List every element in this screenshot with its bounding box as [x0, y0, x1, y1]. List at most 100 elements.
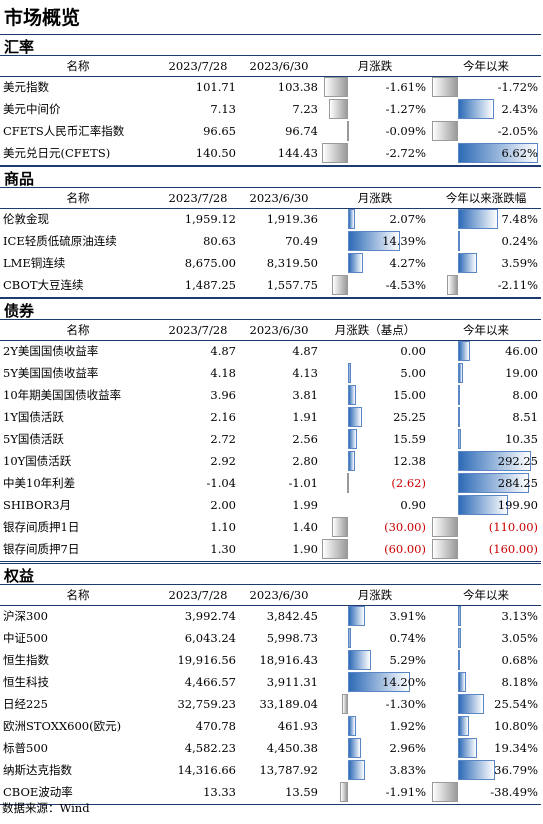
- prior-value: 144.43: [277, 146, 318, 160]
- month-change-cell: -1.27%: [322, 99, 428, 119]
- ytd-change-cell: (110.00): [432, 517, 540, 537]
- current-value: 1,487.25: [184, 278, 236, 292]
- ytd-change-cell: 3.05%: [432, 628, 540, 648]
- month-change-cell: 3.83%: [322, 760, 428, 780]
- ytd-change-cell: -1.72%: [432, 77, 540, 97]
- prior-date-header: 2023/6/30: [249, 191, 309, 205]
- current-date-header: 2023/7/28: [168, 588, 228, 602]
- month-change-cell: (60.00): [322, 539, 428, 559]
- month-change-cell: -0.09%: [322, 121, 428, 141]
- table-row: 中证500 6,043.24 5,998.73 0.74% 3.05%: [0, 628, 541, 648]
- name-column-header: 名称: [66, 323, 90, 337]
- table-row: 1Y国债活跃 2.16 1.91 25.25 8.51: [0, 407, 541, 427]
- month-change-cell: (30.00): [322, 517, 428, 537]
- month-change-bar: [348, 209, 356, 229]
- ytd-change-cell: -38.49%: [432, 782, 540, 802]
- ytd-change-cell: 36.79%: [432, 760, 540, 780]
- table-row: 2Y美国国债收益率 4.87 4.87 0.00 46.00: [0, 341, 541, 361]
- row-name: 恒生科技: [3, 675, 49, 689]
- ytd-change-cell: 10.35: [432, 429, 540, 449]
- row-name: 纳斯达克指数: [3, 763, 72, 777]
- table-row: 欧洲STOXX600(欧元) 470.78 461.93 1.92% 10.80%: [0, 716, 541, 736]
- table-row: 恒生指数 19,916.56 18,916.43 5.29% 0.68%: [0, 650, 541, 670]
- current-value: 140.50: [195, 146, 236, 160]
- row-name: 1Y国债活跃: [3, 410, 64, 424]
- prior-value: 3,842.45: [266, 609, 318, 623]
- table-row: 标普500 4,582.23 4,450.38 2.96% 19.34%: [0, 738, 541, 758]
- name-column-header: 名称: [66, 59, 90, 73]
- prior-value: 70.49: [285, 234, 318, 248]
- prior-value: 1.40: [292, 520, 318, 534]
- month-change-bar: [348, 760, 365, 780]
- ytd-change-bar: [432, 539, 458, 559]
- ytd-header: 今年以来: [463, 588, 509, 602]
- section-title: 权益: [4, 567, 35, 585]
- ytd-change-cell: 7.48%: [432, 209, 540, 229]
- ytd-change-value: (110.00): [488, 520, 538, 534]
- prior-value: 2.80: [292, 454, 318, 468]
- name-column-header: 名称: [66, 588, 90, 602]
- table-row: 纳斯达克指数 14,316.66 13,787.92 3.83% 36.79%: [0, 760, 541, 780]
- current-value: 7.13: [210, 102, 236, 116]
- month-change-cell: 3.91%: [322, 606, 428, 626]
- ytd-change-bar: [458, 760, 495, 780]
- month-change-bar: [331, 275, 348, 295]
- ytd-change-bar: [458, 385, 460, 405]
- current-value: 1.10: [210, 520, 236, 534]
- row-name: 5Y美国国债收益率: [3, 366, 99, 380]
- ytd-change-cell: 25.54%: [432, 694, 540, 714]
- ytd-change-bar: [432, 517, 458, 537]
- table-row: 美元兑日元(CFETS) 140.50 144.43 -2.72% 6.62%: [0, 143, 541, 163]
- month-change-value: 5.00: [400, 366, 426, 380]
- row-name: 美元兑日元(CFETS): [3, 146, 111, 160]
- month-change-bar: [348, 716, 357, 736]
- ytd-change-value: (160.00): [488, 542, 538, 556]
- ytd-change-cell: 0.24%: [432, 231, 540, 251]
- row-name: 日经225: [3, 697, 48, 711]
- table-row: 日经225 32,759.23 33,189.04 -1.30% 25.54%: [0, 694, 541, 714]
- row-name: CBOE波动率: [3, 785, 73, 799]
- section-header: 权益: [0, 563, 541, 585]
- current-value: 19,916.56: [177, 653, 236, 667]
- ytd-change-value: 10.35: [505, 432, 538, 446]
- prior-value: 461.93: [277, 719, 318, 733]
- section-bottom-rule: [0, 165, 541, 166]
- current-value: -1.04: [206, 476, 237, 490]
- ytd-change-value: 25.54%: [494, 697, 538, 711]
- month-change-value: -1.27%: [385, 102, 426, 116]
- month-change-cell: 5.00: [322, 363, 428, 383]
- row-name: 10年期美国国债收益率: [3, 388, 122, 402]
- month-change-bar: [348, 650, 372, 670]
- section-bottom-rule: [0, 297, 541, 298]
- current-value: 2.00: [210, 498, 236, 512]
- prior-value: 5,998.73: [266, 631, 318, 645]
- month-change-cell: 0.74%: [322, 628, 428, 648]
- ytd-change-cell: -2.05%: [432, 121, 540, 141]
- ytd-change-value: 284.25: [497, 476, 538, 490]
- prior-value: 7.23: [292, 102, 318, 116]
- month-change-value: -1.91%: [385, 785, 426, 799]
- source-note: 数据来源：Wind: [2, 801, 90, 815]
- row-name: 中证500: [3, 631, 48, 645]
- row-name: ICE轻质低硫原油连续: [3, 234, 117, 248]
- current-value: 6,043.24: [184, 631, 236, 645]
- row-name: 伦敦金现: [3, 212, 49, 226]
- month-change-value: 2.07%: [389, 212, 426, 226]
- prior-date-header: 2023/6/30: [249, 59, 309, 73]
- ytd-change-value: -38.49%: [490, 785, 538, 799]
- current-date-header: 2023/7/28: [168, 59, 228, 73]
- section-header: 商品: [0, 166, 541, 188]
- month-change-cell: 14.20%: [322, 672, 428, 692]
- month-change-bar: [339, 782, 348, 802]
- ytd-change-cell: (160.00): [432, 539, 540, 559]
- ytd-header: 今年以来: [463, 59, 509, 73]
- prior-value: 13,787.92: [259, 763, 318, 777]
- month-change-bar: [348, 253, 364, 273]
- prior-date-header: 2023/6/30: [249, 588, 309, 602]
- month-change-value: -2.72%: [385, 146, 426, 160]
- column-header-row: 名称 2023/7/28 2023/6/30 月涨跌 今年以来: [0, 585, 541, 606]
- table-row: CFETS人民币汇率指数 96.65 96.74 -0.09% -2.05%: [0, 121, 541, 141]
- table-row: 美元中间价 7.13 7.23 -1.27% 2.43%: [0, 99, 541, 119]
- ytd-change-bar: [458, 672, 467, 692]
- prior-value: 1,557.75: [266, 278, 318, 292]
